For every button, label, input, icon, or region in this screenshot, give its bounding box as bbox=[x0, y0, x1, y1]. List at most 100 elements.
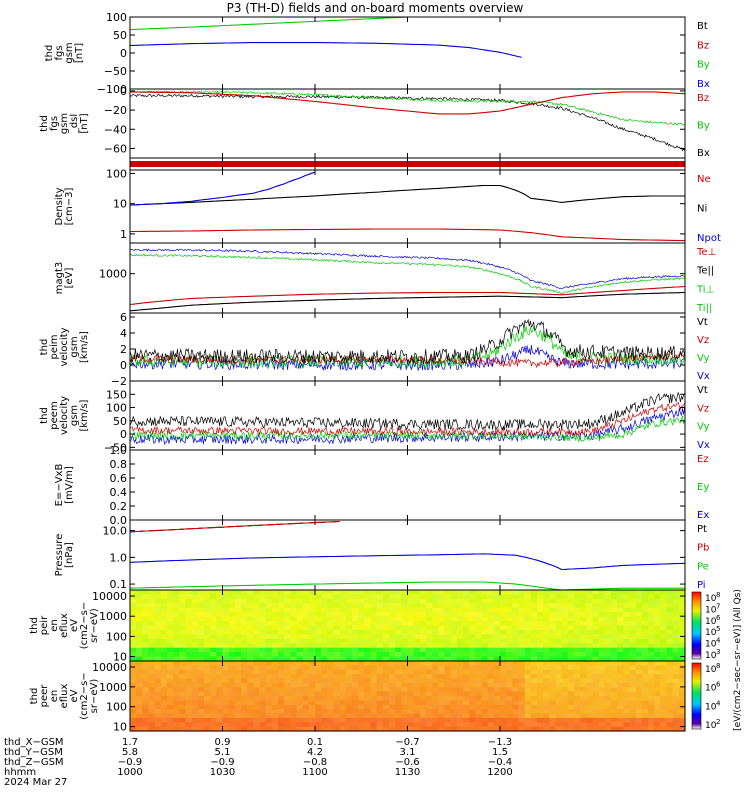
heatmap-cell bbox=[284, 647, 291, 653]
heatmap-cell bbox=[530, 669, 538, 675]
heatmap-cell bbox=[450, 634, 458, 640]
heatmap-cell bbox=[561, 629, 569, 635]
heatmap-cell bbox=[315, 674, 322, 680]
heatmap-cell bbox=[432, 704, 439, 710]
heatmap-cell bbox=[278, 656, 285, 662]
heatmap-cell bbox=[197, 691, 205, 697]
heatmap-cell bbox=[142, 678, 150, 684]
heatmap-cell bbox=[395, 638, 402, 644]
heatmap-cell bbox=[549, 652, 557, 658]
heatmap-cell bbox=[148, 594, 156, 600]
heatmap-cell bbox=[660, 678, 668, 684]
heatmap-cell bbox=[321, 616, 328, 622]
heatmap-cell bbox=[567, 652, 575, 658]
heatmap-cell bbox=[339, 643, 347, 649]
heatmap-cell bbox=[345, 713, 353, 719]
heatmap-cell bbox=[524, 700, 532, 706]
heatmap-cell bbox=[173, 669, 180, 675]
heatmap-cell bbox=[382, 656, 390, 662]
heatmap-cell bbox=[407, 669, 415, 675]
heatmap-cell bbox=[549, 687, 557, 693]
heatmap-cell bbox=[518, 691, 526, 697]
heatmap-cell bbox=[130, 638, 137, 644]
heatmap-cell bbox=[500, 726, 507, 732]
heatmap-cell bbox=[296, 598, 304, 604]
heatmap-cell bbox=[216, 594, 224, 600]
heatmap-cell bbox=[296, 634, 304, 640]
heatmap-cell bbox=[401, 678, 409, 684]
heatmap-cell bbox=[271, 700, 279, 706]
heatmap-cell bbox=[271, 621, 279, 627]
heatmap-cell bbox=[660, 722, 668, 728]
heatmap-cell bbox=[481, 700, 489, 706]
heatmap-cell bbox=[537, 678, 544, 684]
heatmap-cell bbox=[364, 625, 372, 631]
heatmap-cell bbox=[648, 598, 655, 604]
heatmap-cell bbox=[241, 652, 248, 658]
heatmap-cell bbox=[247, 713, 254, 719]
heatmap-cell bbox=[475, 647, 483, 653]
heatmap-cell bbox=[222, 722, 230, 728]
heatmap-cell bbox=[648, 665, 655, 671]
heatmap-cell bbox=[321, 700, 328, 706]
heatmap-cell bbox=[216, 678, 224, 684]
heatmap-cell bbox=[660, 616, 668, 622]
heatmap-cell bbox=[407, 621, 415, 627]
heatmap-cell bbox=[426, 700, 433, 706]
heatmap-cell bbox=[315, 687, 322, 693]
heatmap-cell bbox=[247, 656, 254, 662]
heatmap-cell bbox=[234, 669, 242, 675]
heatmap-cell bbox=[370, 704, 378, 710]
heatmap-cell bbox=[672, 594, 680, 600]
heatmap-cell bbox=[506, 594, 513, 600]
heatmap-cell bbox=[284, 696, 291, 701]
heatmap-cell bbox=[197, 722, 205, 728]
panel-3 bbox=[129, 157, 686, 171]
y-axis-label: thd bbox=[39, 339, 50, 356]
heatmap-cell bbox=[530, 691, 538, 697]
y-axis-label: [eV] bbox=[64, 268, 75, 289]
y-tick-label: 50 bbox=[113, 415, 127, 428]
heatmap-cell bbox=[518, 678, 526, 684]
heatmap-cell bbox=[487, 678, 495, 684]
heatmap-cell bbox=[407, 665, 415, 671]
heatmap-cell bbox=[604, 590, 612, 595]
heatmap-cell bbox=[463, 616, 470, 622]
heatmap-cell bbox=[648, 621, 655, 627]
heatmap-cell bbox=[308, 612, 316, 618]
heatmap-cell bbox=[278, 661, 285, 666]
heatmap-cell bbox=[296, 616, 304, 622]
heatmap-cell bbox=[210, 625, 217, 631]
heatmap-cell bbox=[278, 682, 285, 688]
legend-By: By bbox=[697, 121, 710, 132]
heatmap-cell bbox=[413, 704, 421, 710]
heatmap-cell bbox=[518, 661, 526, 666]
y-axis-label: thd bbox=[39, 115, 50, 132]
heatmap-cell bbox=[284, 700, 291, 706]
heatmap-cell bbox=[265, 687, 273, 693]
heatmap-cell bbox=[197, 594, 205, 600]
heatmap-cell bbox=[389, 722, 396, 728]
heatmap-cell bbox=[234, 700, 242, 706]
heatmap-cell bbox=[574, 696, 581, 701]
heatmap-cell bbox=[352, 709, 359, 715]
heatmap-cell bbox=[426, 652, 433, 658]
heatmap-cell bbox=[234, 616, 242, 622]
heatmap-cell bbox=[444, 709, 452, 715]
heatmap-cell bbox=[672, 691, 680, 697]
heatmap-cell bbox=[327, 607, 335, 613]
heatmap-cell bbox=[296, 687, 304, 693]
heatmap-cell bbox=[210, 682, 217, 688]
heatmap-cell bbox=[672, 590, 680, 595]
heatmap-cell bbox=[339, 638, 347, 644]
heatmap-cell bbox=[524, 713, 532, 719]
heatmap-cell bbox=[160, 616, 168, 622]
heatmap-cell bbox=[253, 643, 261, 649]
heatmap-cell bbox=[241, 682, 248, 688]
heatmap-cell bbox=[382, 607, 390, 613]
heatmap-cell bbox=[136, 598, 143, 604]
heatmap-cell bbox=[419, 665, 427, 671]
heatmap-cell bbox=[228, 704, 236, 710]
heatmap-cell bbox=[549, 625, 557, 631]
heatmap-cell bbox=[549, 726, 557, 732]
